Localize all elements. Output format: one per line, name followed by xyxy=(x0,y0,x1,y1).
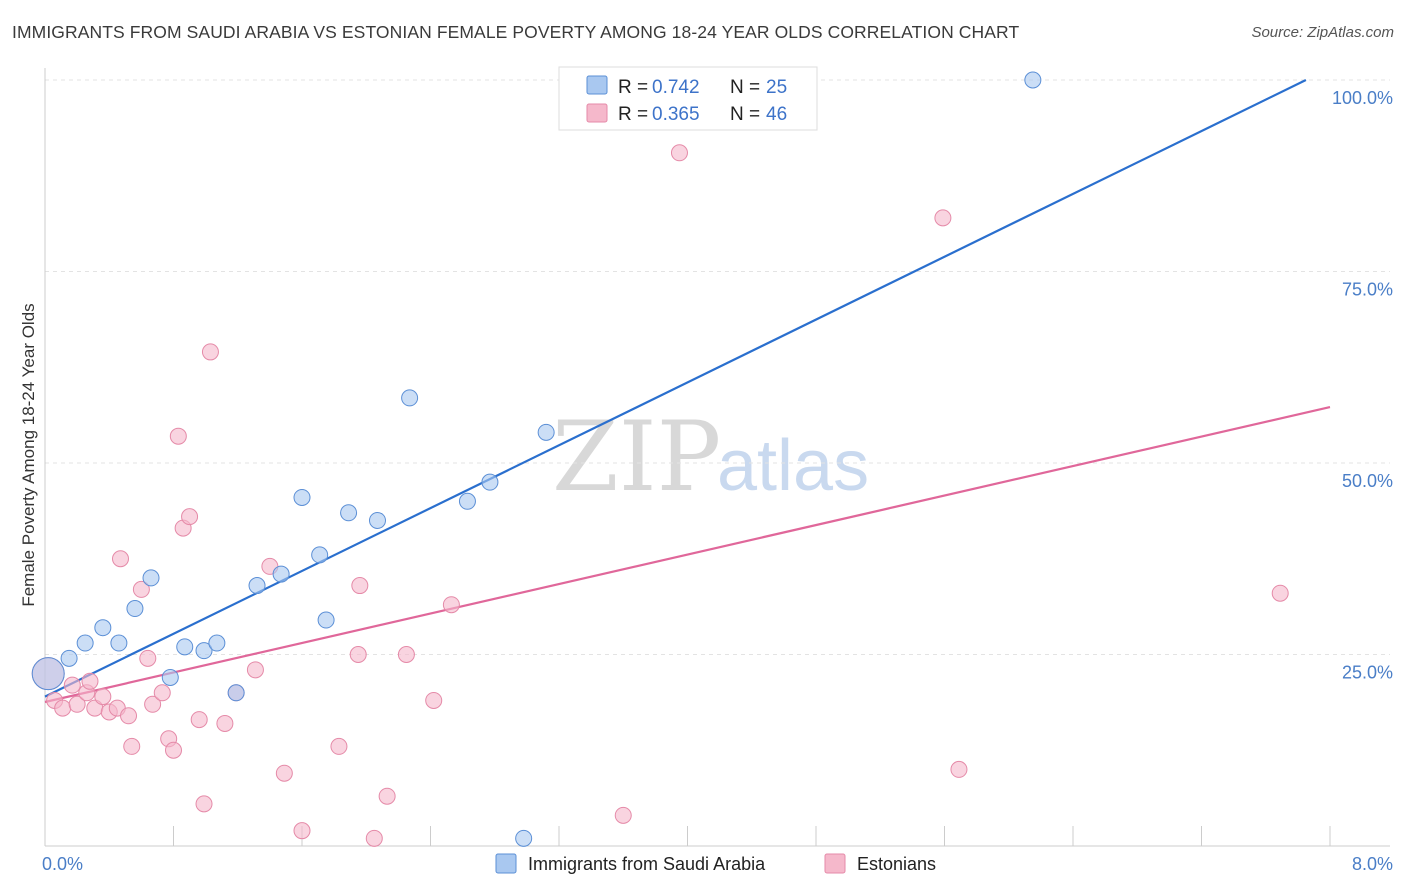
point-saudi-arabia xyxy=(458,492,476,510)
point-estonians xyxy=(139,649,157,667)
point-saudi-arabia xyxy=(317,611,335,629)
legend-swatch-pink xyxy=(586,103,608,123)
point-estonians xyxy=(670,144,688,162)
point-saudi-arabia xyxy=(368,511,386,529)
point-estonians xyxy=(190,711,208,729)
point-saudi-arabia xyxy=(31,657,65,691)
point-estonians xyxy=(934,209,952,227)
point-estonians xyxy=(195,795,213,813)
trend-line-estonians xyxy=(44,406,1331,704)
point-saudi-arabia xyxy=(311,546,329,564)
point-estonians xyxy=(120,707,138,725)
point-estonians xyxy=(201,343,219,361)
legend-n-value-pink: 46 xyxy=(766,104,787,125)
point-saudi-arabia xyxy=(110,634,128,652)
point-estonians xyxy=(94,688,112,706)
y-tick-label-75: 75.0% xyxy=(1342,280,1393,300)
legend-r-value-pink: 0.365 xyxy=(652,104,700,125)
legend-r-label-blue: R = xyxy=(618,77,648,98)
point-saudi-arabia xyxy=(126,600,144,618)
point-estonians xyxy=(246,661,264,679)
point-saudi-arabia xyxy=(208,634,226,652)
x-tick-label-right: 8.0% xyxy=(1352,854,1393,874)
point-saudi-arabia xyxy=(176,638,194,656)
source-label: Source: ZipAtlas.com xyxy=(1251,24,1394,41)
point-saudi-arabia xyxy=(248,577,266,595)
point-estonians xyxy=(351,577,369,595)
chart-title: IMMIGRANTS FROM SAUDI ARABIA VS ESTONIAN… xyxy=(12,22,1020,42)
point-estonians xyxy=(614,806,632,824)
legend-swatch-blue xyxy=(586,75,608,95)
y-tick-labels: 25.0% 50.0% 75.0% 100.0% xyxy=(1332,88,1393,683)
point-estonians xyxy=(950,760,968,778)
point-saudi-arabia xyxy=(227,684,245,702)
point-estonians xyxy=(63,676,81,694)
point-estonians xyxy=(293,822,311,840)
point-estonians xyxy=(181,508,199,526)
point-saudi-arabia xyxy=(481,473,499,491)
watermark-atlas: atlas xyxy=(717,426,869,506)
legend-bottom: Immigrants from Saudi Arabia Estonians xyxy=(495,853,936,874)
point-saudi-arabia xyxy=(195,642,213,660)
point-estonians xyxy=(111,550,129,568)
point-saudi-arabia xyxy=(515,829,533,847)
legend-label-saudi-arabia: Immigrants from Saudi Arabia xyxy=(528,854,766,874)
trend-line-saudi-arabia xyxy=(44,79,1307,698)
point-estonians xyxy=(378,787,396,805)
legend-n-label-pink: N = xyxy=(730,104,760,125)
point-estonians xyxy=(54,699,72,717)
point-estonians xyxy=(153,684,171,702)
y-tick-label-100: 100.0% xyxy=(1332,88,1393,108)
x-tick-label-left: 0.0% xyxy=(42,854,83,874)
legend-swatch-estonians xyxy=(824,853,846,874)
trend-lines xyxy=(44,79,1331,704)
point-saudi-arabia xyxy=(142,569,160,587)
point-estonians xyxy=(1271,584,1289,602)
legend-r-value-blue: 0.742 xyxy=(652,77,700,98)
point-saudi-arabia xyxy=(293,488,311,506)
point-estonians xyxy=(442,596,460,614)
watermark-zip: ZIP xyxy=(552,401,721,513)
point-saudi-arabia xyxy=(94,619,112,637)
point-saudi-arabia xyxy=(340,504,358,522)
legend-n-label-blue: N = xyxy=(730,77,760,98)
legend-top: R = 0.742 N = 25 R = 0.365 N = 46 xyxy=(558,66,818,131)
point-estonians xyxy=(123,737,141,755)
point-estonians xyxy=(144,695,162,713)
point-saudi-arabia xyxy=(537,423,555,441)
point-saudi-arabia xyxy=(401,389,419,407)
legend-swatch-saudi-arabia xyxy=(495,853,517,874)
y-axis-label: Female Poverty Among 18-24 Year Olds xyxy=(19,303,38,606)
point-estonians xyxy=(275,764,293,782)
point-estonians xyxy=(68,695,86,713)
legend-r-label-pink: R = xyxy=(618,104,648,125)
point-estonians xyxy=(165,741,182,759)
point-estonians xyxy=(397,646,415,663)
point-estonians xyxy=(349,646,367,663)
point-saudi-arabia xyxy=(272,565,290,583)
point-saudi-arabia xyxy=(161,668,179,686)
legend-n-value-blue: 25 xyxy=(766,77,787,98)
point-saudi-arabia xyxy=(60,649,78,667)
point-estonians xyxy=(81,672,99,690)
y-tick-label-50: 50.0% xyxy=(1342,471,1393,491)
point-estonians xyxy=(216,714,234,732)
y-tick-label-25: 25.0% xyxy=(1342,663,1393,683)
point-estonians xyxy=(132,580,150,598)
point-estonians xyxy=(330,737,348,755)
point-estonians xyxy=(169,427,187,445)
point-saudi-arabia xyxy=(76,634,94,652)
point-estonians xyxy=(365,829,383,847)
point-saudi-arabia xyxy=(1024,71,1042,89)
legend-label-estonians: Estonians xyxy=(857,854,936,874)
point-estonians xyxy=(425,691,443,709)
